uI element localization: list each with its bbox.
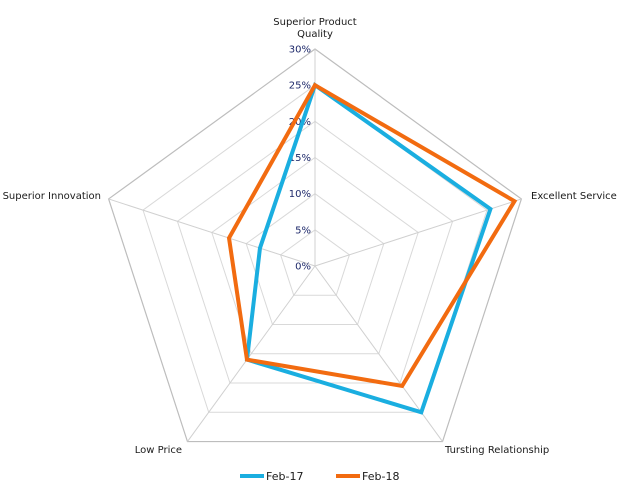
- category-label-line: Excellent Service: [531, 191, 617, 202]
- category-label: Superior Innovation: [3, 191, 101, 202]
- category-label-line: Superior Product: [273, 17, 357, 28]
- legend-label: Feb-17: [266, 470, 303, 483]
- grid-spoke: [314, 198, 522, 267]
- series-line-feb-17: [244, 81, 493, 415]
- grid-ring: [107, 48, 523, 443]
- legend: Feb-17 Feb-18: [240, 470, 399, 483]
- grid-ring: [211, 156, 419, 355]
- series-line-feb-18: [226, 82, 518, 389]
- grid-ring: [245, 193, 385, 326]
- tick-label: 30%: [289, 45, 311, 56]
- tick-label: 20%: [289, 117, 311, 128]
- radial-tick-labels: 0% 5% 10% 15% 20% 25% 30%: [289, 45, 311, 273]
- grid-spoke: [108, 198, 316, 267]
- legend-label: Feb-18: [362, 470, 399, 483]
- category-label-line: Low Price: [135, 445, 182, 456]
- radar-grid: [107, 48, 523, 443]
- category-label: Excellent Service: [531, 191, 617, 202]
- tick-label: 10%: [289, 189, 311, 200]
- tick-label: 15%: [289, 153, 311, 164]
- grid-spoke: [187, 265, 316, 442]
- category-label-line: Quality: [297, 29, 333, 40]
- series-group: [226, 81, 518, 415]
- grid-ring: [142, 84, 488, 413]
- tick-label: 5%: [295, 225, 311, 236]
- tick-label: 0%: [295, 262, 311, 273]
- category-labels: Superior Product Quality Excellent Service…: [3, 17, 617, 456]
- grid-ring: [280, 229, 350, 296]
- category-label: Tursting Relationship: [444, 445, 549, 456]
- category-label-line: Superior Innovation: [3, 191, 101, 202]
- category-label: Low Price: [135, 445, 182, 456]
- category-label: Superior Product Quality: [273, 17, 357, 40]
- category-label-line: Tursting Relationship: [444, 445, 549, 456]
- grid-ring: [176, 120, 454, 384]
- tick-label: 25%: [289, 81, 311, 92]
